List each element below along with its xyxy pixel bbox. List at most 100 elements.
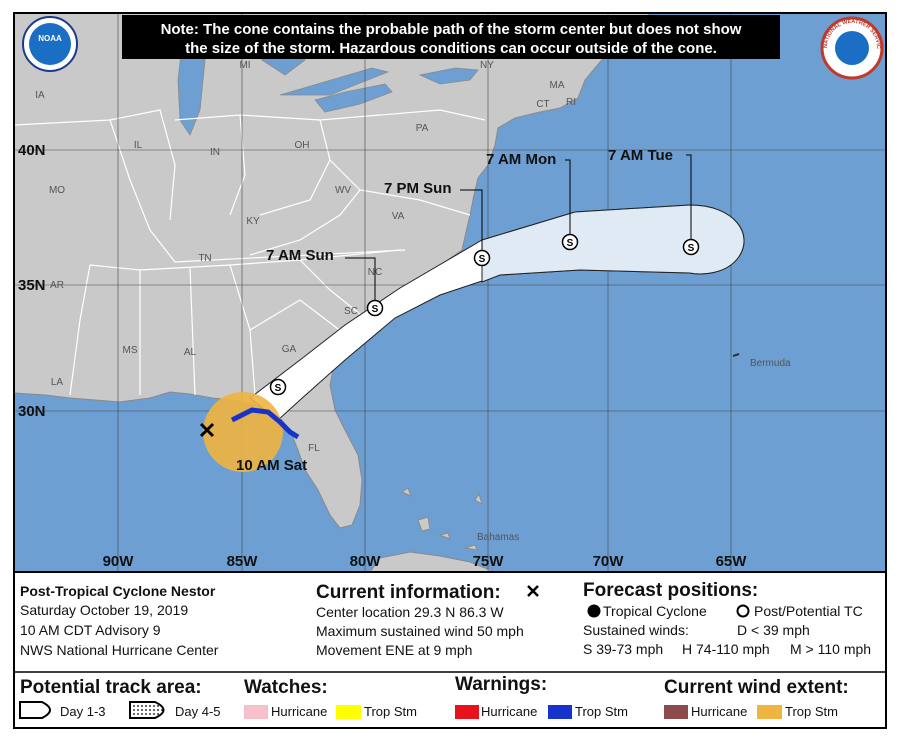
lat-label: 40N — [18, 142, 46, 159]
lon-label: 70W — [593, 553, 625, 570]
storm-name: Post-Tropical Cyclone Nestor — [20, 583, 216, 599]
extent-ts: Trop Stm — [785, 704, 838, 719]
note: Note: The cone contains the probable pat… — [161, 21, 742, 38]
place-label: Bahamas — [477, 532, 519, 543]
land — [14, 13, 651, 529]
state-borders — [14, 109, 486, 396]
note: the size of the storm. Hazardous conditi… — [185, 40, 717, 57]
extent-title: Current wind extent: — [664, 677, 849, 698]
warn-ts-swatch — [548, 705, 572, 719]
noaa-text: NOAA — [38, 34, 62, 43]
lon-label: 65W — [716, 553, 748, 570]
forecast-marker — [473, 249, 491, 267]
forecast-label: 10 AM Sat — [236, 457, 307, 474]
extent-ts-swatch — [757, 705, 782, 719]
lon-label: 85W — [227, 553, 259, 570]
winds-label: Sustained winds: — [583, 622, 689, 638]
forecast-label: 7 AM Tue — [608, 147, 673, 164]
bermuda-island — [732, 353, 740, 357]
place-label: Bermuda — [750, 358, 791, 369]
forecast-markers: S S S S S — [269, 233, 700, 396]
winds-s: S 39-73 mph — [583, 641, 663, 657]
watch-hurricane-swatch — [244, 705, 268, 719]
current-position — [199, 422, 215, 438]
extent-hurricane-swatch — [664, 705, 688, 719]
warnings-title: Warnings: — [455, 674, 547, 695]
current-title: Current information: — [316, 582, 501, 603]
advisory: 10 AM CDT Advisory 9 — [20, 622, 161, 638]
cuba — [369, 551, 496, 572]
legend-panel — [13, 571, 887, 729]
state-label: NC — [368, 267, 382, 278]
state-label: LA — [51, 377, 64, 388]
forecast-label: 7 PM Sun — [384, 180, 452, 197]
watch-ts-swatch — [336, 705, 361, 719]
nws-logo-inner — [835, 31, 869, 65]
state-label: IA — [35, 90, 45, 101]
day45-label: Day 4-5 — [175, 704, 221, 719]
state-label: AL — [184, 347, 197, 358]
state-label: PA — [416, 123, 429, 134]
state-label: SC — [344, 306, 358, 317]
leader-lines — [345, 154, 692, 300]
marker-symbol: S — [479, 254, 486, 265]
ptc-icon — [736, 604, 750, 618]
state-label: TN — [198, 253, 211, 264]
forecast-title: Forecast positions: — [583, 580, 758, 601]
winds-h: H 74-110 mph — [682, 641, 770, 657]
grid-labels: 40N 35N 30N 90W 85W 80W 75W 70W 65W — [18, 142, 747, 570]
forecast-marker — [366, 299, 384, 317]
track-title: Potential track area: — [20, 677, 202, 698]
day13-icon — [19, 701, 51, 719]
state-label: MS — [123, 345, 138, 356]
watches-title: Watches: — [244, 677, 328, 698]
state-label: RI — [566, 97, 576, 108]
tc-icon — [587, 604, 601, 618]
marker-symbol: S — [275, 383, 282, 394]
state-label: KY — [246, 216, 260, 227]
lat-label: 30N — [18, 403, 46, 420]
day13-label: Day 1-3 — [60, 704, 106, 719]
winds-m: M > 110 mph — [790, 641, 871, 657]
lon-label: 80W — [350, 553, 382, 570]
warning-coast — [230, 407, 300, 440]
state-label: IN — [210, 147, 220, 158]
warn-hurricane: Hurricane — [481, 704, 537, 719]
state-label: AR — [50, 280, 64, 291]
current-icon — [527, 585, 539, 597]
state-label: NY — [480, 60, 494, 71]
watch-hurricane: Hurricane — [271, 704, 327, 719]
state-label: OH — [295, 140, 310, 151]
cone-day45 — [481, 204, 745, 283]
bahamas — [400, 487, 483, 551]
lakes — [177, 19, 479, 136]
ptc-label: Post/Potential TC — [754, 603, 863, 619]
warn-hurricane-swatch — [455, 705, 479, 719]
state-label: WV — [335, 185, 351, 196]
noaa-logo-inner — [29, 23, 71, 65]
lat-lon-grid — [14, 13, 886, 572]
state-label: GA — [282, 344, 297, 355]
current-movement: Movement ENE at 9 mph — [316, 642, 472, 658]
forecast-label: 7 AM Mon — [486, 151, 556, 168]
marker-symbol: S — [688, 243, 695, 254]
day45-icon — [129, 701, 165, 719]
forecast-marker — [561, 233, 579, 251]
state-label: MO — [49, 185, 65, 196]
current-wind: Maximum sustained wind 50 mph — [316, 623, 524, 639]
lat-label: 35N — [18, 277, 46, 294]
warn-ts: Trop Stm — [575, 704, 628, 719]
source: NWS National Hurricane Center — [20, 642, 219, 658]
state-label: CT — [536, 99, 549, 110]
state-label: IL — [134, 140, 143, 151]
state-label: MI — [239, 60, 250, 71]
forecast-marker — [269, 378, 287, 396]
state-label: MA — [550, 80, 565, 91]
current-center: Center location 29.3 N 86.3 W — [316, 604, 504, 620]
marker-symbol: S — [567, 238, 574, 249]
forecast-label: 7 AM Sun — [266, 247, 334, 264]
note-box — [122, 15, 780, 59]
tc-label: Tropical Cyclone — [603, 603, 707, 619]
